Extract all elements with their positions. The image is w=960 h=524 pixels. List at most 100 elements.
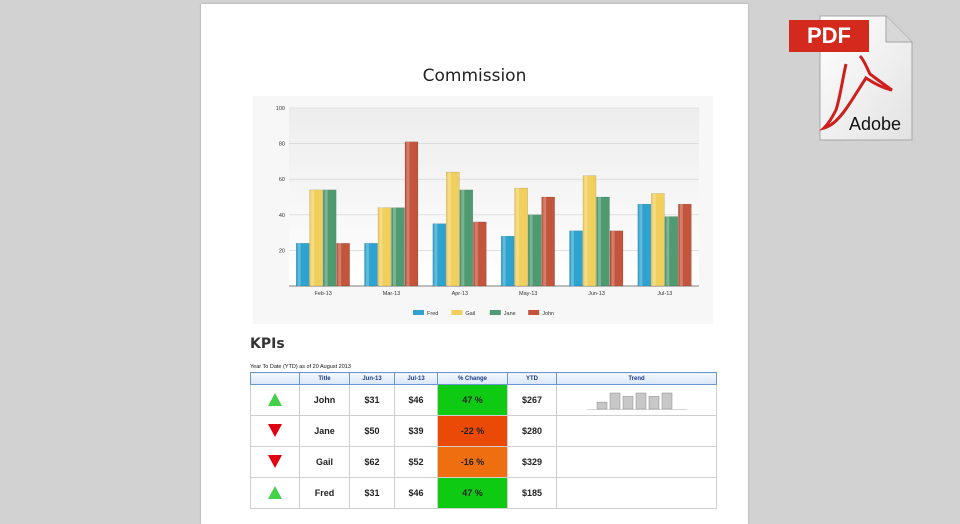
report-page: Commission 20 40 60 80 100 Feb-13 Mar-13 Apr-13…	[201, 4, 748, 524]
bar-highlight	[379, 207, 383, 286]
y-tick-label: 20	[279, 248, 285, 254]
bar-jane	[527, 214, 542, 287]
commission-chart-svg: 20 40 60 80 100 Feb-13 Mar-13 Apr-13 May-13 Jun-1…	[253, 96, 713, 324]
plot-area	[289, 108, 699, 286]
kpi-row: Gail $62 $52 -16 % $329	[250, 446, 717, 478]
legend-label-gail: Gail	[465, 311, 475, 317]
arrow-down-icon	[268, 423, 282, 437]
bar-highlight	[529, 214, 533, 286]
bar-highlight	[571, 230, 574, 286]
bar-gail	[377, 207, 392, 287]
arrow-up-icon	[268, 392, 282, 406]
kpi-col-title: Title	[299, 372, 350, 385]
bar-john	[678, 203, 692, 287]
kpi-col-jun: Jun-13	[349, 372, 395, 385]
bar-john	[404, 141, 419, 287]
bar-jane	[322, 189, 337, 287]
bar-highlight	[679, 204, 683, 286]
bar-jane	[459, 189, 474, 287]
kpi-row: Jane $50 $39 -22 % $280	[250, 415, 717, 447]
legend-label-fred: Fred	[427, 311, 438, 317]
trend-sparkbar	[586, 392, 687, 410]
bar-fred	[637, 203, 652, 287]
kpi-ytd: $329	[507, 446, 557, 478]
trend-bar	[648, 396, 659, 410]
bar-jane	[391, 207, 405, 287]
bar-highlight	[406, 141, 410, 286]
kpi-jun: $31	[349, 384, 395, 416]
kpi-jul: $46	[394, 477, 438, 509]
pdf-brand: Adobe	[849, 114, 902, 134]
kpi-row: John $31 $46 47 % $267	[250, 384, 717, 416]
y-tick-label: 60	[279, 177, 285, 183]
kpi-subtitle: Year To Date (YTD) as of 20 August 2013	[250, 364, 351, 370]
kpi-title: Fred	[299, 477, 350, 509]
trend-bar	[661, 392, 672, 410]
legend-swatch-jane	[489, 310, 501, 315]
bar-gail	[309, 189, 323, 287]
pdf-download-icon[interactable]: PDF Adobe	[789, 14, 917, 144]
legend-swatch-john	[528, 310, 540, 315]
y-tick-label: 80	[279, 142, 285, 148]
bar-jane	[596, 196, 610, 287]
kpi-jun: $62	[349, 446, 395, 478]
x-tick-label: Jun-13	[588, 291, 605, 297]
kpi-row: Fred $31 $46 47 % $185	[250, 477, 717, 509]
kpi-jul: $39	[394, 415, 438, 447]
kpi-table: Title Jun-13 Jul-13 % Change YTD Trend J…	[250, 372, 717, 509]
bar-highlight	[297, 243, 301, 286]
bar-highlight	[639, 204, 643, 286]
legend-swatch-fred	[413, 310, 424, 315]
kpi-indicator	[250, 446, 300, 478]
bar-gail	[582, 175, 597, 287]
kpi-col-ytd: YTD	[507, 372, 557, 385]
bar-highlight	[447, 172, 451, 286]
arrow-down-icon	[268, 454, 282, 468]
bar-john	[336, 243, 350, 287]
kpi-ytd: $185	[507, 477, 557, 509]
legend-label-john: John	[542, 311, 554, 317]
legend-label-jane: Jane	[504, 311, 516, 317]
bar-highlight	[666, 216, 670, 286]
bar-highlight	[434, 223, 438, 286]
kpi-indicator	[250, 415, 300, 447]
bar-highlight	[474, 221, 478, 286]
x-tick-label: May-13	[519, 291, 537, 297]
bar-fred	[432, 223, 447, 287]
kpi-title: John	[299, 384, 350, 416]
kpi-change: 47 %	[437, 477, 508, 509]
commission-chart: 20 40 60 80 100 Feb-13 Mar-13 Apr-13 May-13 Jun-1…	[253, 96, 713, 324]
kpi-col-jul: Jul-13	[394, 372, 438, 385]
x-tick-label: Jul-13	[657, 291, 672, 297]
kpi-col-indicator	[250, 372, 300, 385]
bar-john	[609, 230, 624, 287]
kpi-title: Jane	[299, 415, 350, 447]
bar-highlight	[516, 188, 520, 286]
bar-highlight	[311, 189, 315, 286]
bar-highlight	[652, 193, 656, 286]
bar-gail	[651, 193, 665, 287]
bar-highlight	[324, 189, 328, 286]
bar-fred	[500, 235, 515, 287]
x-tick-label: Apr-13	[452, 291, 469, 297]
bar-john	[541, 196, 555, 287]
kpi-trend	[556, 384, 717, 416]
bar-highlight	[502, 236, 506, 286]
x-tick-label: Mar-13	[383, 291, 400, 297]
kpi-jun: $50	[349, 415, 395, 447]
legend-swatch-gail	[451, 310, 463, 315]
bar-jane	[664, 216, 679, 287]
bar-fred	[569, 230, 583, 287]
kpi-header-row: Title Jun-13 Jul-13 % Change YTD Trend	[250, 372, 717, 385]
bar-john	[473, 221, 487, 287]
bar-highlight	[461, 189, 465, 286]
bar-gail	[446, 171, 460, 287]
kpi-jul: $46	[394, 384, 438, 416]
trend-bar	[596, 401, 607, 410]
bar-highlight	[598, 197, 601, 286]
page-title: Commission	[422, 66, 527, 86]
bar-highlight	[584, 175, 588, 286]
bar-highlight	[611, 230, 615, 286]
kpi-change: 47 %	[437, 384, 508, 416]
kpi-change: -16 %	[437, 446, 508, 478]
